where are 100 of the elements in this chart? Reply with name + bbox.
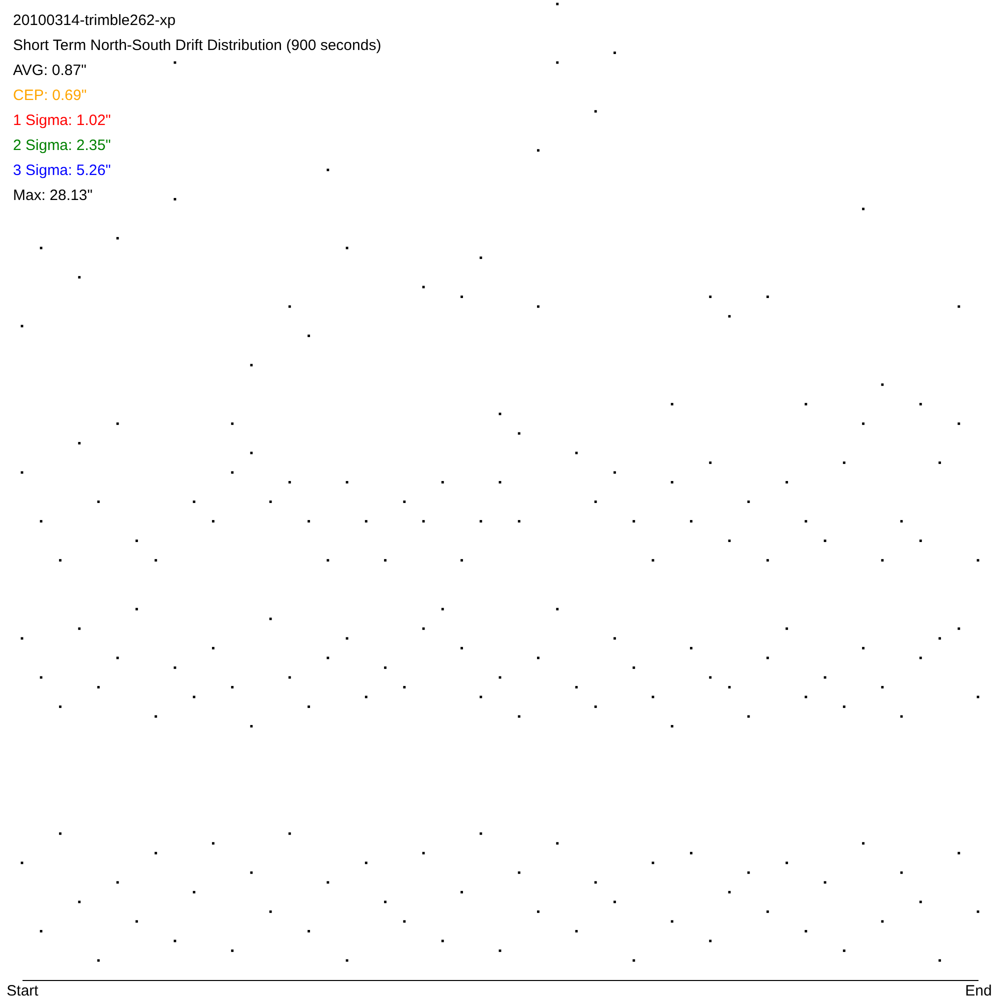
point bbox=[174, 61, 176, 64]
point bbox=[652, 559, 654, 562]
point bbox=[480, 696, 482, 698]
annotation: Max: 28.13" bbox=[13, 187, 93, 204]
point bbox=[116, 656, 119, 660]
point bbox=[480, 520, 482, 523]
point bbox=[709, 940, 712, 942]
point bbox=[594, 110, 597, 113]
point bbox=[728, 686, 731, 688]
point bbox=[441, 940, 444, 942]
point bbox=[78, 276, 81, 279]
point bbox=[308, 334, 310, 338]
x-tick-label: End bbox=[965, 982, 992, 1000]
point bbox=[842, 949, 846, 952]
point bbox=[958, 422, 960, 425]
point bbox=[824, 540, 826, 542]
point bbox=[384, 900, 387, 904]
point bbox=[480, 832, 482, 835]
point bbox=[78, 900, 81, 904]
point bbox=[842, 705, 846, 708]
point bbox=[308, 930, 310, 932]
point bbox=[364, 862, 368, 864]
point bbox=[308, 520, 310, 523]
text: Short Term North-South Drift Distribution (900 seconds) bbox=[13, 37, 382, 54]
point bbox=[919, 900, 922, 904]
point bbox=[40, 520, 42, 523]
point bbox=[766, 910, 769, 913]
point bbox=[40, 930, 42, 932]
point bbox=[212, 520, 214, 523]
point bbox=[269, 618, 272, 620]
point bbox=[403, 920, 406, 923]
annotation: 3 Sigma: 5.26" bbox=[13, 162, 111, 179]
point bbox=[632, 666, 636, 669]
point bbox=[824, 881, 826, 884]
point bbox=[881, 686, 884, 688]
point bbox=[231, 686, 234, 688]
point bbox=[824, 676, 826, 679]
point bbox=[862, 208, 865, 210]
point bbox=[250, 871, 253, 874]
point bbox=[862, 646, 865, 650]
annotation: AVG: 0.87" bbox=[13, 62, 86, 79]
point bbox=[556, 61, 559, 64]
point bbox=[728, 315, 731, 318]
point bbox=[613, 52, 616, 54]
point bbox=[670, 402, 674, 406]
point bbox=[288, 832, 291, 835]
point bbox=[728, 540, 731, 542]
point bbox=[250, 452, 253, 454]
point bbox=[231, 949, 234, 952]
point bbox=[594, 881, 597, 884]
point bbox=[135, 608, 138, 610]
point bbox=[804, 520, 808, 523]
point bbox=[958, 305, 960, 308]
point bbox=[670, 920, 674, 923]
point bbox=[613, 637, 616, 640]
annotation: CEP: 0.69" bbox=[13, 87, 87, 104]
point bbox=[881, 559, 884, 562]
point bbox=[652, 696, 654, 698]
point bbox=[709, 676, 712, 679]
point bbox=[919, 540, 922, 542]
point bbox=[804, 930, 808, 932]
x-tick-label: Start bbox=[6, 982, 40, 1000]
point bbox=[842, 461, 846, 464]
point bbox=[212, 646, 214, 650]
point bbox=[919, 402, 922, 406]
point bbox=[556, 608, 559, 610]
point bbox=[212, 842, 214, 845]
point bbox=[690, 852, 692, 854]
point bbox=[250, 364, 253, 366]
point bbox=[632, 520, 636, 523]
point bbox=[326, 168, 330, 172]
point bbox=[690, 646, 692, 650]
point bbox=[652, 862, 654, 864]
point bbox=[958, 627, 960, 630]
text: 20100314-trimble262-xp bbox=[13, 12, 176, 29]
point bbox=[346, 637, 348, 640]
point bbox=[192, 890, 196, 894]
point bbox=[135, 540, 138, 542]
annotation: 2 Sigma: 2.35" bbox=[13, 137, 111, 154]
point bbox=[154, 559, 158, 562]
point bbox=[384, 666, 387, 669]
point bbox=[231, 422, 234, 425]
point bbox=[709, 461, 712, 464]
point bbox=[919, 656, 922, 660]
point bbox=[288, 676, 291, 679]
point bbox=[40, 676, 42, 679]
point bbox=[288, 305, 291, 308]
point bbox=[326, 559, 330, 562]
point bbox=[728, 890, 731, 894]
point bbox=[518, 520, 520, 523]
point bbox=[709, 296, 712, 298]
point bbox=[766, 559, 769, 562]
point bbox=[174, 940, 176, 942]
point bbox=[116, 881, 119, 884]
point bbox=[766, 296, 769, 298]
point bbox=[786, 862, 788, 864]
point bbox=[766, 656, 769, 660]
point bbox=[384, 559, 387, 562]
point bbox=[862, 842, 865, 845]
point bbox=[881, 920, 884, 923]
